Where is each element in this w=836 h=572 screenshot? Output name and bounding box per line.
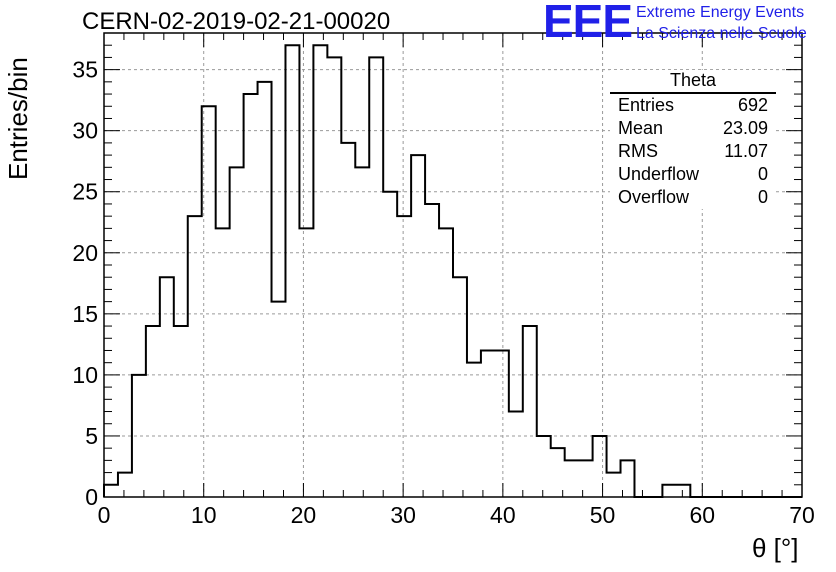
- plot-frame: [103, 32, 803, 498]
- histogram-bin: [495, 350, 509, 497]
- histogram-bin: [118, 473, 132, 497]
- chart-title: CERN-02-2019-02-21-00020: [82, 8, 391, 35]
- stats-label: Mean: [618, 118, 664, 138]
- y-tick-label: 35: [72, 57, 98, 83]
- histogram-bin: [397, 216, 411, 497]
- stats-box: Theta Entries 692 Mean 23.09 RMS 11.07 U…: [610, 70, 776, 209]
- histogram-bin: [285, 45, 299, 497]
- stats-row-underflow: Underflow 0: [610, 163, 776, 186]
- y-tick-label: 10: [72, 362, 98, 388]
- x-tick-label: 20: [291, 502, 317, 528]
- y-tick-label: 25: [72, 179, 98, 205]
- histogram-bin: [258, 82, 272, 497]
- histogram-bin: [216, 228, 230, 497]
- histogram-bin: [244, 94, 258, 497]
- stats-label: Entries: [618, 95, 675, 115]
- y-tick-label: 20: [72, 240, 98, 266]
- histogram-bin: [607, 473, 621, 497]
- histogram-bin: [188, 216, 202, 497]
- stats-title: Theta: [610, 70, 776, 94]
- stats-value: 0: [757, 187, 768, 207]
- histogram-bin: [132, 375, 146, 497]
- histogram-bin: [230, 167, 244, 497]
- stats-label: Overflow: [618, 187, 690, 207]
- stats-row-entries: Entries 692: [610, 94, 776, 117]
- y-tick-label: 5: [85, 423, 98, 449]
- stats-row-overflow: Overflow 0: [610, 186, 776, 209]
- y-tick-label: 30: [72, 118, 98, 144]
- y-tick-label: 15: [72, 301, 98, 327]
- histogram-bin: [313, 45, 327, 497]
- histogram-bin: [467, 363, 481, 497]
- stats-value: 11.07: [724, 141, 768, 161]
- y-axis-label: Entries/bin: [3, 57, 33, 180]
- histogram-bin: [621, 460, 635, 497]
- histogram-bin: [551, 448, 565, 497]
- histogram-bin: [579, 460, 593, 497]
- stats-label: Underflow: [618, 164, 700, 184]
- x-tick-label: 40: [490, 502, 516, 528]
- histogram-bin: [146, 326, 160, 497]
- histogram-bin: [411, 155, 425, 497]
- logo-caption-line1: Extreme Energy Events: [636, 4, 805, 21]
- histogram-bin: [453, 277, 467, 497]
- eee-logo: EEE: [543, 0, 633, 47]
- histogram-bin: [272, 302, 286, 497]
- stats-value: 23.09: [722, 118, 768, 138]
- histogram-bin: [174, 326, 188, 497]
- histogram-bin: [676, 485, 690, 497]
- histogram-bin: [327, 57, 341, 497]
- x-tick-label: 50: [590, 502, 616, 528]
- x-tick-label: 30: [390, 502, 416, 528]
- histogram-bin: [509, 412, 523, 497]
- histogram-bin: [369, 57, 383, 497]
- stats-row-mean: Mean 23.09: [610, 117, 776, 140]
- logo-caption-line2: La Scienza nelle Scuole: [636, 25, 807, 42]
- histogram-bin: [537, 436, 551, 497]
- x-tick-label: 70: [789, 502, 815, 528]
- histogram-bin: [202, 106, 216, 497]
- x-tick-label: 0: [98, 502, 111, 528]
- histogram-bin: [383, 192, 397, 497]
- histogram-bin: [355, 167, 369, 497]
- histogram-bin: [299, 228, 313, 497]
- x-axis-label: θ [°]: [752, 533, 799, 563]
- stats-value: 692: [737, 95, 768, 115]
- histogram-outline: [103, 44, 802, 498]
- x-tick-label: 10: [191, 502, 217, 528]
- histogram-bin: [160, 277, 174, 497]
- histogram-bin: [523, 326, 537, 497]
- stats-label: RMS: [618, 141, 658, 161]
- y-tick-label: 0: [85, 484, 98, 510]
- stats-row-rms: RMS 11.07: [610, 140, 776, 163]
- histogram-bin: [662, 485, 676, 497]
- histogram-bin: [439, 228, 453, 497]
- histogram-bin: [104, 485, 118, 497]
- histogram-bin: [341, 143, 355, 497]
- histogram-bin: [481, 350, 495, 497]
- histogram-bin: [565, 460, 579, 497]
- histogram-bin: [593, 436, 607, 497]
- x-tick-label: 60: [689, 502, 715, 528]
- histogram-bin: [425, 204, 439, 497]
- stats-value: 0: [757, 164, 768, 184]
